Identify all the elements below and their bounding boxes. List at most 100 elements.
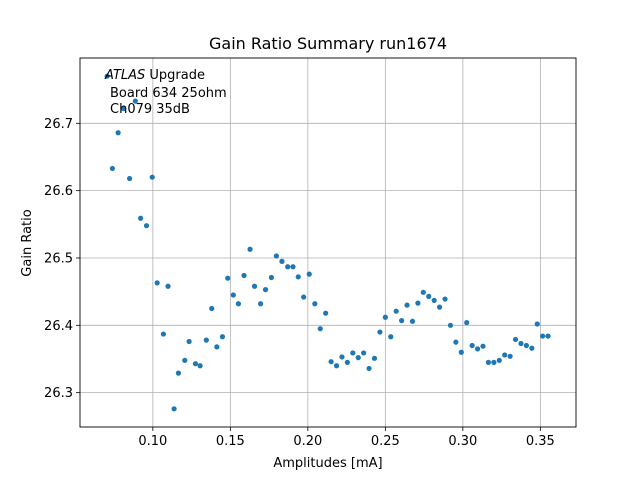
data-point bbox=[273, 253, 279, 259]
data-point bbox=[160, 331, 166, 337]
data-point bbox=[257, 301, 264, 307]
data-point bbox=[285, 264, 291, 270]
data-point bbox=[149, 174, 155, 180]
data-point bbox=[262, 287, 269, 293]
data-point bbox=[442, 296, 448, 302]
data-point bbox=[247, 246, 253, 252]
grid-lines bbox=[80, 58, 576, 427]
data-point bbox=[109, 165, 115, 172]
data-point bbox=[225, 275, 231, 281]
x-tick-label: 0.25 bbox=[371, 434, 400, 449]
data-point bbox=[127, 175, 133, 182]
data-point bbox=[301, 294, 307, 300]
data-point bbox=[104, 73, 110, 79]
data-point bbox=[355, 355, 361, 361]
data-point bbox=[469, 342, 475, 349]
data-point bbox=[534, 321, 540, 327]
data-point bbox=[333, 363, 340, 369]
data-point bbox=[197, 363, 203, 369]
data-point bbox=[317, 326, 323, 332]
data-point bbox=[491, 359, 497, 365]
annotation-line-3: Ch079 35dB bbox=[110, 102, 190, 117]
data-point bbox=[523, 342, 530, 349]
data-point bbox=[540, 333, 546, 339]
x-tick-label: 0.35 bbox=[526, 434, 555, 449]
data-point bbox=[529, 345, 535, 351]
y-tick-label: 26.4 bbox=[44, 319, 73, 334]
data-point bbox=[415, 300, 421, 306]
data-point bbox=[366, 365, 372, 372]
data-point bbox=[447, 322, 454, 328]
data-point bbox=[507, 353, 513, 359]
data-point bbox=[409, 318, 416, 324]
data-point bbox=[496, 357, 502, 363]
data-point bbox=[192, 361, 199, 367]
data-point bbox=[171, 406, 177, 412]
data-point bbox=[290, 264, 296, 270]
data-point bbox=[154, 280, 160, 286]
x-tick-label: 0.30 bbox=[448, 434, 477, 449]
data-point bbox=[230, 292, 236, 298]
data-point bbox=[393, 308, 399, 314]
data-point bbox=[339, 354, 345, 360]
y-axis-ticks: 26.3 26.4 26.5 26.6 26.7 bbox=[44, 117, 80, 401]
data-point bbox=[545, 333, 551, 339]
chart-title: Gain Ratio Summary run1674 bbox=[209, 34, 447, 53]
data-point bbox=[241, 272, 247, 279]
data-point bbox=[377, 329, 383, 335]
data-point bbox=[203, 337, 209, 343]
data-point bbox=[323, 310, 329, 316]
data-point bbox=[165, 283, 171, 289]
annotation-line-1: ATLAS Upgrade bbox=[104, 68, 205, 83]
data-point bbox=[219, 334, 226, 340]
data-point bbox=[480, 343, 486, 349]
data-point bbox=[382, 314, 388, 320]
x-tick-label: 0.20 bbox=[293, 434, 322, 449]
data-point bbox=[115, 130, 121, 136]
data-point bbox=[388, 334, 394, 340]
data-point bbox=[512, 336, 519, 343]
data-point bbox=[186, 338, 192, 345]
x-axis-label: Amplitudes [mA] bbox=[273, 456, 382, 471]
data-point bbox=[279, 258, 285, 264]
x-tick-label: 0.10 bbox=[138, 434, 167, 449]
data-point bbox=[295, 274, 301, 280]
data-point bbox=[458, 349, 464, 355]
data-point bbox=[175, 370, 182, 376]
data-point bbox=[306, 271, 312, 277]
data-point bbox=[143, 223, 150, 229]
data-point bbox=[138, 215, 144, 221]
annotation-line-2: Board 634 25ohm bbox=[110, 86, 227, 101]
data-point bbox=[502, 352, 508, 358]
data-points bbox=[104, 73, 551, 412]
y-tick-label: 26.6 bbox=[44, 184, 73, 199]
data-point bbox=[350, 350, 356, 356]
plot-frame bbox=[79, 57, 577, 428]
data-point bbox=[518, 340, 524, 347]
data-point bbox=[268, 274, 275, 281]
data-point bbox=[209, 305, 215, 312]
x-axis-ticks: 0.10 0.15 0.20 0.25 0.30 0.35 bbox=[138, 427, 555, 449]
data-point bbox=[328, 359, 334, 365]
data-point bbox=[361, 350, 367, 356]
data-point bbox=[431, 297, 437, 304]
x-tick-label: 0.15 bbox=[216, 434, 245, 449]
data-point bbox=[474, 346, 481, 352]
data-point bbox=[404, 302, 410, 308]
data-point bbox=[371, 355, 378, 361]
data-point bbox=[485, 359, 492, 365]
data-point bbox=[235, 301, 242, 307]
y-tick-label: 26.7 bbox=[44, 117, 73, 132]
data-point bbox=[464, 320, 470, 326]
annotation-upgrade: Upgrade bbox=[145, 68, 205, 83]
data-point bbox=[251, 283, 258, 289]
data-point bbox=[120, 105, 127, 112]
data-point bbox=[426, 293, 432, 299]
y-tick-label: 26.5 bbox=[44, 251, 73, 266]
data-point bbox=[453, 339, 459, 345]
data-point bbox=[312, 301, 318, 307]
data-point bbox=[344, 359, 350, 365]
data-point bbox=[399, 318, 405, 324]
